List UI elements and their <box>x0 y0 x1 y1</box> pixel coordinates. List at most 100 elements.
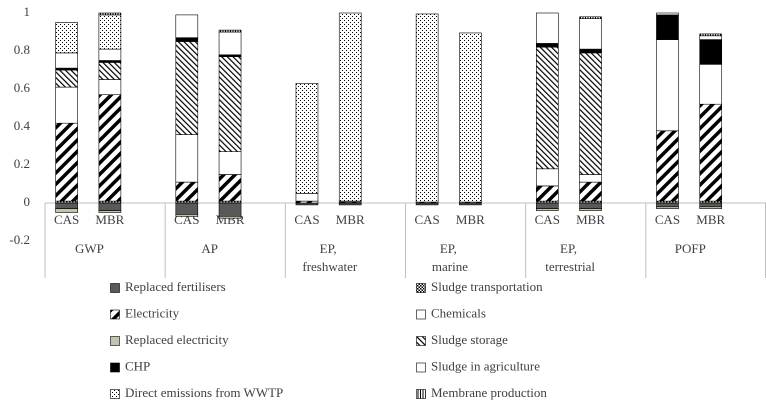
bar-segment <box>98 202 122 211</box>
bar-segment <box>98 62 122 80</box>
bar-segment <box>175 202 199 215</box>
legend-label: Chemicals <box>431 305 486 320</box>
x-tick-label: MBR <box>696 212 725 227</box>
x-tick-label: MBR <box>95 212 124 227</box>
bar-segment <box>175 214 199 217</box>
bar-segment <box>535 208 559 211</box>
bar-segment <box>295 193 319 202</box>
legend-label: Electricity <box>125 305 180 320</box>
x-tick-label: CAS <box>294 212 319 227</box>
bar-segment <box>535 43 559 48</box>
bar-segment <box>579 181 602 202</box>
bar-segment <box>579 208 602 211</box>
bar-segment <box>699 103 723 202</box>
legend-label: Sludge transportation <box>431 279 543 294</box>
group-label: AP <box>201 241 218 256</box>
bar-segment <box>175 181 199 202</box>
legend-swatch <box>416 309 426 320</box>
bar-segment <box>699 206 723 210</box>
x-tick-label: CAS <box>535 212 560 227</box>
bar-segment <box>579 48 602 54</box>
bar-segment <box>535 168 559 187</box>
bar-segment <box>579 52 602 175</box>
bar-segment <box>175 37 199 42</box>
bar-segment <box>699 39 723 65</box>
bar-segment <box>218 31 242 56</box>
bar-segment <box>175 41 199 135</box>
bar-segment <box>415 13 439 203</box>
legend-swatch <box>110 283 120 293</box>
legend-swatch <box>110 389 120 399</box>
bar-segment <box>579 174 602 183</box>
legend-label: Sludge storage <box>431 332 508 347</box>
bar-segment <box>55 122 78 202</box>
bar-segment <box>55 86 78 124</box>
y-tick-label: -0.2 <box>9 232 30 247</box>
legend-swatch <box>416 362 426 373</box>
bar-segment <box>55 22 78 54</box>
x-tick-label: CAS <box>54 212 79 227</box>
legend-swatch <box>416 283 426 293</box>
bar-segment <box>218 151 242 175</box>
bar-segment <box>55 69 78 88</box>
bar-segment <box>656 12 679 16</box>
bar-segment <box>175 134 199 183</box>
legend-label: Replaced electricity <box>125 332 229 347</box>
bar-segment <box>55 202 78 209</box>
legend-swatch <box>416 336 426 346</box>
bar-segment <box>55 208 78 213</box>
group-label: EP, terrestrial <box>545 241 595 274</box>
bar-segment <box>579 202 602 209</box>
bar-segment <box>535 202 559 209</box>
bar-segment <box>55 52 78 69</box>
x-tick-label: CAS <box>414 212 439 227</box>
bar-segment <box>535 12 559 44</box>
x-tick-label: CAS <box>655 212 680 227</box>
bar-segment <box>98 48 122 61</box>
bar-segment <box>218 202 242 217</box>
bar-segment <box>699 202 723 208</box>
bar-segment <box>699 64 723 105</box>
x-tick-label: MBR <box>456 212 485 227</box>
bar-segment <box>98 12 122 16</box>
x-tick-label: MBR <box>576 212 605 227</box>
bar-segment <box>218 174 242 202</box>
bar-segment <box>699 35 723 40</box>
y-tick-label: 0 <box>24 194 31 209</box>
group-label: GWP <box>75 241 104 256</box>
bar-segment <box>98 79 122 95</box>
bar-segment <box>579 18 602 50</box>
bar-segment <box>656 202 679 208</box>
group-label: EP, marine <box>432 241 468 274</box>
legend-label: CHP <box>125 358 150 373</box>
bar-segment <box>656 130 679 202</box>
group-label: POFP <box>675 241 706 256</box>
bar-segment <box>98 210 122 213</box>
legend-label: Direct emissions from WWTP <box>125 385 283 400</box>
bar-segment <box>218 216 242 219</box>
y-tick-label: 0.6 <box>14 80 31 95</box>
y-tick-label: 1 <box>24 4 31 19</box>
legend-swatch <box>110 336 120 346</box>
bar-segment <box>98 94 122 202</box>
legend-label: Replaced fertilisers <box>125 279 226 294</box>
bar-segment <box>656 39 679 132</box>
group-label: EP, freshwater <box>302 241 358 274</box>
legend-swatch <box>110 309 120 320</box>
legend-swatch <box>416 389 426 399</box>
bar-segment <box>218 29 242 33</box>
bar-segment <box>656 14 679 40</box>
legend-label: Membrane production <box>431 385 547 400</box>
bar-segment <box>699 33 723 37</box>
bar-segment <box>459 32 482 203</box>
x-tick-label: MBR <box>336 212 365 227</box>
y-tick-label: 0.2 <box>14 156 30 171</box>
bar-segment <box>98 14 122 50</box>
bar-segment <box>656 206 679 210</box>
legend-swatch <box>110 362 120 373</box>
bar-segment <box>535 46 559 170</box>
bar-segment <box>295 83 319 194</box>
y-tick-label: 0.8 <box>14 42 30 57</box>
bar-segment <box>175 14 199 38</box>
